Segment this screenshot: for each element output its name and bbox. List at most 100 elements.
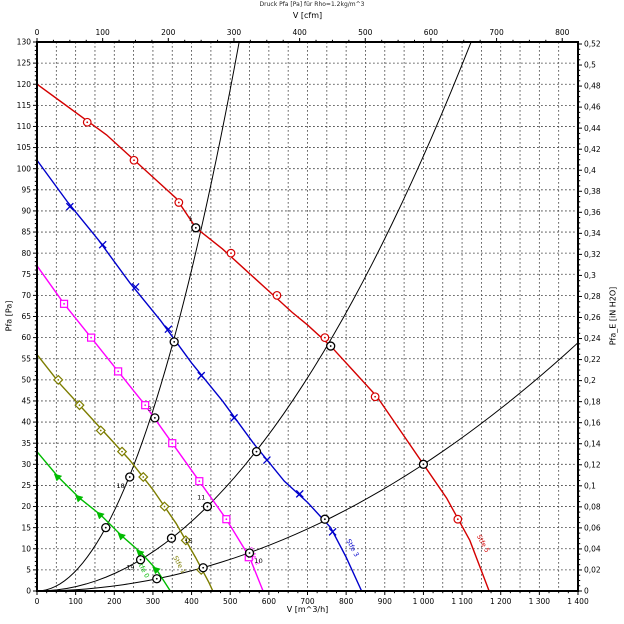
left-tick-label: 95 <box>21 185 31 194</box>
x-marker <box>98 240 107 249</box>
bottom-tick-label: 100 <box>68 597 83 606</box>
left-tick-label: 110 <box>17 122 32 131</box>
right-tick-label: 0,28 <box>584 292 601 301</box>
diamond-marker-dot <box>121 450 123 453</box>
bottom-tick-label: 1 100 <box>451 597 473 606</box>
x-marker <box>164 325 173 334</box>
right-tick-label: 0,24 <box>584 334 601 343</box>
bottom-tick-label: 200 <box>107 597 122 606</box>
operating-point-dot <box>323 518 326 521</box>
left-tick-label: 40 <box>21 418 31 427</box>
diamond-marker-dot <box>142 476 145 478</box>
left-tick-label: 130 <box>17 38 32 47</box>
top-tick-label: 700 <box>489 28 504 37</box>
right-tick-label: 0,12 <box>584 460 601 469</box>
operating-point-label: 1 <box>189 215 193 223</box>
right-tick-label: 0,36 <box>584 208 601 217</box>
bottom-tick-label: 1 000 <box>413 597 435 606</box>
right-tick-label: 0,5 <box>584 61 596 70</box>
operating-point-dot <box>194 226 197 229</box>
diamond-marker-dot <box>163 505 166 508</box>
right-tick-label: 0,26 <box>584 313 601 322</box>
x-marker <box>197 371 206 380</box>
fan-curve-stfe-5 <box>36 83 490 592</box>
triangle-marker <box>152 566 161 575</box>
diamond-marker-dot <box>184 539 187 542</box>
bottom-tick-label: 500 <box>223 597 238 606</box>
triangle-marker <box>96 511 105 520</box>
left-tick-label: 80 <box>21 249 31 258</box>
left-tick-label: 90 <box>21 207 31 216</box>
fan-curve-stfe-3 <box>36 159 363 592</box>
operating-point-label: 11 <box>197 494 205 502</box>
right-tick-label: 0,46 <box>584 103 601 112</box>
operating-point-dot <box>104 526 107 529</box>
bottom-tick-label: 0 <box>35 597 40 606</box>
x-marker <box>328 527 337 536</box>
operating-point-label: 15 <box>184 537 192 545</box>
right-tick-label: 0,52 <box>584 40 601 49</box>
square-marker-dot <box>225 518 228 521</box>
square-marker-dot <box>90 336 92 339</box>
triangle-marker <box>53 473 63 482</box>
bottom-tick-label: 1 300 <box>529 597 551 606</box>
x-axis-title-bottom: V [m^3/h] <box>286 605 329 614</box>
right-tick-label: 0,18 <box>584 397 601 406</box>
square-marker-dot <box>171 442 174 445</box>
operating-point-dot <box>155 577 158 580</box>
right-tick-label: 0,2 <box>584 376 596 385</box>
operating-point-dot <box>170 537 173 540</box>
circle-marker-dot <box>323 336 326 339</box>
right-tick-label: 0,38 <box>584 187 601 196</box>
operating-point-dot <box>139 558 142 561</box>
operating-point-dot <box>206 505 209 508</box>
circle-marker-dot <box>276 294 278 297</box>
left-tick-label: 20 <box>21 502 31 511</box>
left-tick-label: 45 <box>21 397 31 406</box>
right-tick-label: 0,04 <box>584 545 601 554</box>
x-marker <box>65 202 74 211</box>
triangle-marker <box>117 532 126 541</box>
left-tick-label: 115 <box>17 101 32 110</box>
right-tick-label: 0 <box>584 587 589 596</box>
square-marker-dot <box>198 480 201 483</box>
left-tick-label: 75 <box>21 270 31 279</box>
operating-point-label: 3 <box>148 405 152 413</box>
top-tick-label: 800 <box>555 28 570 37</box>
operating-point-dot <box>329 345 332 347</box>
operating-point-label: 10 <box>255 557 263 565</box>
bottom-tick-label: 900 <box>378 597 393 606</box>
left-tick-label: 100 <box>17 164 32 173</box>
chart-title: Druck Pfa [Pa] für Rho=1.2kg/m^3 <box>259 1 365 8</box>
operating-point-dot <box>202 566 205 569</box>
top-tick-label: 300 <box>227 28 242 37</box>
left-tick-label: 125 <box>17 59 32 68</box>
right-tick-label: 0,34 <box>584 229 601 238</box>
left-tick-label: 60 <box>21 333 31 342</box>
right-tick-label: 0,16 <box>584 418 601 427</box>
right-tick-label: 0,1 <box>584 481 596 490</box>
operating-point-dot <box>255 450 258 453</box>
right-tick-label: 0,3 <box>584 271 596 280</box>
top-tick-label: 100 <box>95 28 110 37</box>
right-tick-label: 0,08 <box>584 502 601 511</box>
left-tick-label: 5 <box>26 565 31 574</box>
diamond-marker-dot <box>78 404 81 407</box>
operating-point-dot <box>422 463 425 466</box>
square-marker-dot <box>63 302 65 305</box>
operating-point-dot <box>128 476 131 478</box>
bottom-tick-label: 1 400 <box>567 597 589 606</box>
bottom-tick-label: 700 <box>300 597 315 606</box>
right-tick-label: 0,44 <box>584 124 601 133</box>
operating-point-dot <box>248 552 251 554</box>
operating-point-dot <box>173 340 176 343</box>
diamond-marker-dot <box>99 429 102 432</box>
left-tick-label: 10 <box>21 544 31 553</box>
right-tick-label: 0,06 <box>584 523 601 532</box>
system-curve-1 <box>36 42 240 592</box>
operating-point-label: 19 <box>126 564 134 572</box>
right-tick-label: 0,14 <box>584 439 601 448</box>
circle-marker-dot <box>230 252 232 255</box>
